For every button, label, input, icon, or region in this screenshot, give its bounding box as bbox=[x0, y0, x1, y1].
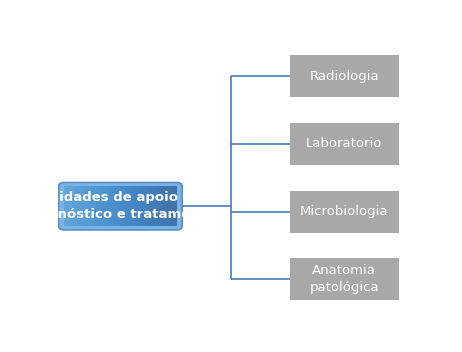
Bar bbox=[290, 123, 399, 165]
Bar bbox=[290, 191, 399, 233]
Text: Radiologia: Radiologia bbox=[310, 70, 379, 83]
Bar bbox=[290, 258, 399, 300]
FancyBboxPatch shape bbox=[59, 182, 182, 230]
Text: Microbiologia: Microbiologia bbox=[300, 205, 389, 218]
Text: Laboratorio: Laboratorio bbox=[306, 137, 383, 150]
Text: Unidades de apoio ao
diagnóstico e tratamento: Unidades de apoio ao diagnóstico e trata… bbox=[25, 191, 215, 221]
Text: Anatomia
patológica: Anatomia patológica bbox=[310, 264, 379, 294]
Bar bbox=[290, 55, 399, 97]
